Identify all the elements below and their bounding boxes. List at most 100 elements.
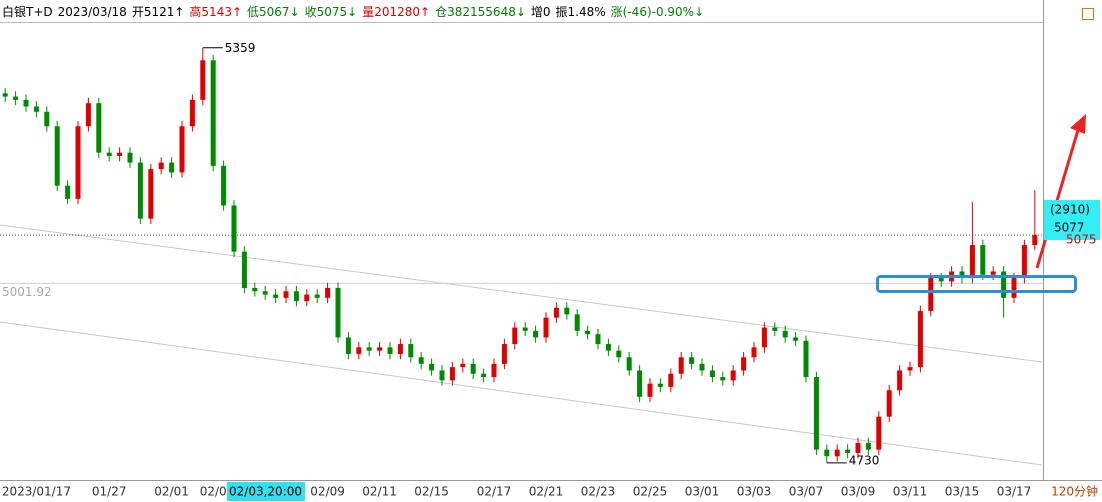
candle-body: [117, 152, 123, 156]
candle-body: [418, 357, 424, 364]
window-icon[interactable]: [1082, 8, 1094, 20]
candle-body: [793, 337, 799, 341]
candle-body: [1021, 245, 1027, 279]
x-tick-label: 02/01: [154, 485, 189, 499]
x-tick-label: 03/11: [893, 485, 928, 499]
candle-body: [158, 162, 164, 170]
candle-body: [252, 287, 258, 292]
candle-body: [189, 99, 195, 127]
candle-body: [210, 60, 216, 166]
candle-body: [75, 126, 81, 199]
candle-body: [481, 373, 487, 378]
candle-body: [605, 344, 611, 351]
candle-body: [179, 126, 185, 173]
candle-body: [959, 271, 965, 279]
candle-body: [501, 344, 507, 364]
candle-body: [761, 327, 767, 348]
candle-body: [637, 370, 643, 397]
candle-body: [23, 99, 29, 107]
candle-body: [616, 350, 622, 358]
header-item: 白银T+D: [2, 4, 53, 19]
header-item: 低5067↓: [247, 5, 300, 19]
cursor-label-bg: [227, 482, 305, 501]
candle-body: [564, 307, 570, 315]
candle-body: [647, 383, 653, 397]
candle-body: [709, 370, 715, 378]
last-price-label: 5075: [1066, 233, 1097, 247]
candle-body: [585, 330, 591, 335]
candle-body: [1011, 278, 1017, 298]
candle-body: [969, 245, 975, 279]
candle-body: [595, 334, 601, 345]
candle-body: [304, 294, 310, 302]
candle-body: [897, 370, 903, 391]
candle-body: [470, 363, 476, 374]
low-label: 4730: [849, 453, 880, 467]
x-tick-label: 02/21: [529, 485, 564, 499]
candle-body: [845, 449, 851, 453]
header-item: 开5121↑: [132, 5, 185, 19]
x-tick-label: 03/01: [685, 485, 720, 499]
candle-body: [262, 291, 268, 295]
candle-body: [907, 367, 913, 371]
candle-body: [273, 294, 279, 298]
candle-body: [387, 347, 393, 354]
candle-body: [990, 271, 996, 275]
candle-body: [533, 330, 539, 338]
candle-body: [169, 162, 175, 173]
candle-body: [772, 327, 778, 331]
plot-area: 5001.92 5359 4730: [0, 41, 1043, 467]
x-tick-label: 02/11: [362, 485, 397, 499]
candle-body: [876, 416, 882, 450]
x-tick-label: 03/03: [737, 485, 772, 499]
candle-body: [751, 347, 757, 358]
candle-body: [834, 449, 840, 457]
x-tick-label: 03/17: [997, 485, 1032, 499]
price-tag-count: (2910): [1050, 203, 1090, 217]
candle-body: [2, 93, 8, 97]
header-item: 2023/03/18: [58, 5, 127, 19]
candle-body: [522, 327, 528, 331]
candle-body: [886, 390, 892, 417]
candle-body: [221, 165, 227, 206]
candle-body: [668, 373, 674, 387]
candle-body: [293, 291, 299, 302]
trend-arrow-head: [1070, 114, 1086, 134]
cursor-label: 02/03,20:00: [229, 485, 302, 499]
candle-body: [626, 357, 632, 371]
high-label: 5359: [225, 41, 256, 55]
candle-body: [449, 367, 455, 381]
candle-body: [512, 327, 518, 345]
x-tick-label: 03/15: [945, 485, 980, 499]
candle-body: [980, 245, 986, 275]
header-item: 涨(-46)-0.90%↓: [611, 4, 704, 19]
channel-line: [0, 224, 1043, 363]
x-tick-label: 02/15: [414, 485, 449, 499]
candle-body: [543, 317, 549, 338]
candle-body: [553, 307, 559, 318]
candle-body: [730, 370, 736, 381]
candle-body: [54, 126, 60, 186]
candle-body: [938, 278, 944, 282]
candle-body: [241, 251, 247, 288]
candle-body: [33, 106, 39, 112]
candle-body: [491, 363, 497, 378]
candle-body: [439, 370, 445, 381]
candle-body: [1001, 271, 1007, 298]
candle-body: [782, 330, 788, 338]
header-item: 高5143↑: [189, 4, 242, 19]
x-tick-label: 02/17: [477, 485, 512, 499]
x-tick-label: 02/23: [581, 485, 616, 499]
highlight-box: [876, 275, 1077, 293]
candle-body: [689, 357, 695, 364]
header-item: 振1.48%: [556, 5, 606, 19]
candle-body: [574, 314, 580, 331]
candle-body: [200, 60, 206, 100]
candle-body: [741, 357, 747, 371]
candle-body: [106, 152, 112, 156]
candle-body: [657, 383, 663, 387]
x-tick-label: 02/0: [200, 485, 227, 499]
x-tick-label: 02/25: [633, 485, 668, 499]
x-tick-label: 02/09: [310, 485, 345, 499]
